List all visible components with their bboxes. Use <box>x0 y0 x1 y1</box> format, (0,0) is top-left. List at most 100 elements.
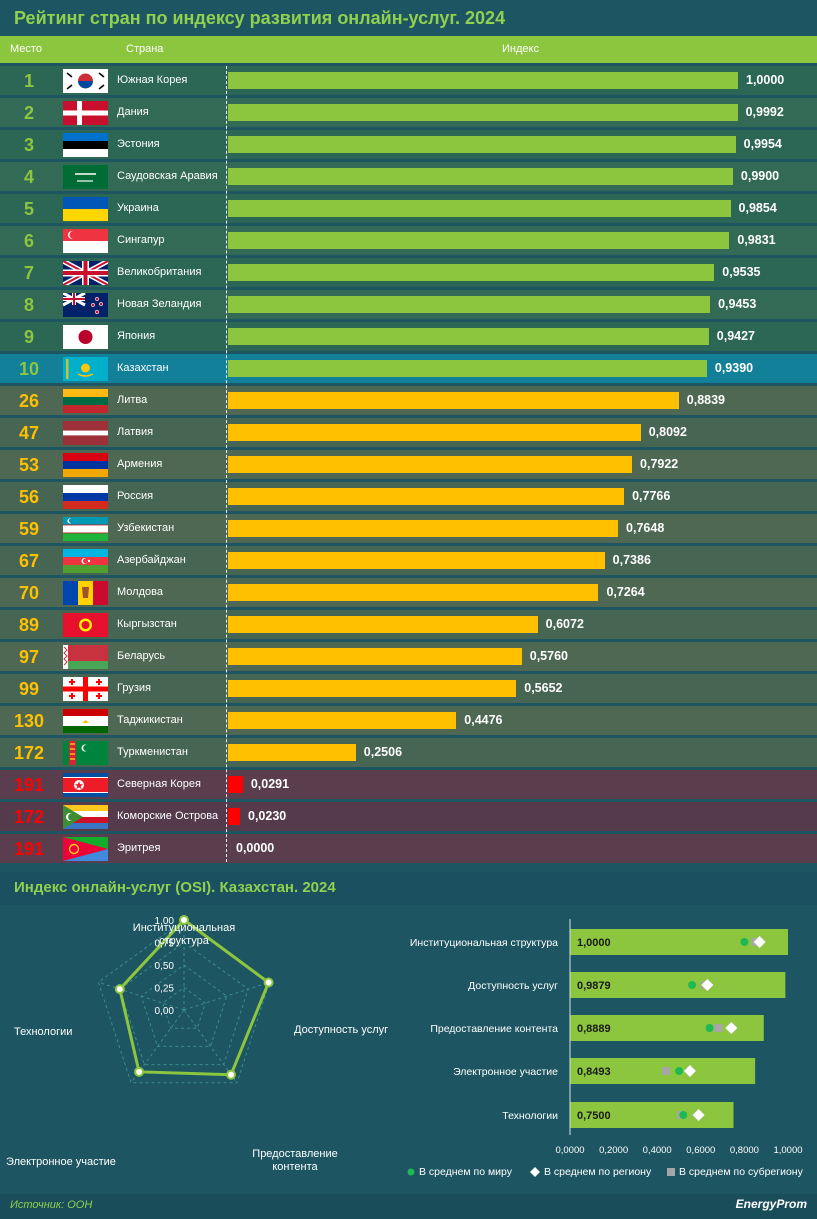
radar-spoke <box>98 981 185 1011</box>
world-marker <box>740 938 749 946</box>
legend-region-swatch <box>530 1167 540 1177</box>
radar-point <box>179 915 189 925</box>
ranking-row: 6 Сингапур 0,9831 <box>0 226 817 255</box>
country-name: Эритрея <box>117 842 161 854</box>
component-category-label: Доступность услуг <box>468 980 558 992</box>
value-bar <box>228 200 731 217</box>
rank-number: 26 <box>18 391 40 411</box>
rank-number: 67 <box>18 551 40 571</box>
value-label: 0,0291 <box>250 777 290 791</box>
radar-tick-label: 1,00 <box>155 916 175 927</box>
header-place: Место <box>10 43 42 55</box>
component-value-label: 1,0000 <box>577 937 611 949</box>
value-bar <box>228 808 240 825</box>
country-name: Литва <box>117 394 148 406</box>
lithuania-flag <box>63 389 108 413</box>
rank-number: 172 <box>13 807 45 827</box>
section2-title: Индекс онлайн-услуг (OSI). Казахстан. 20… <box>14 879 336 896</box>
value-bar <box>228 424 641 441</box>
comoros-flag <box>63 805 108 829</box>
value-bar <box>228 72 738 89</box>
ranking-row: 70 Молдова 0,7264 <box>0 578 817 607</box>
value-label: 0,9900 <box>740 169 780 183</box>
tajikistan-flag <box>63 709 108 733</box>
value-bar <box>228 648 522 665</box>
azerbaijan-flag <box>63 549 108 573</box>
legend-subregion-label: В среднем по субрегиону <box>679 1166 804 1178</box>
turkmenistan-flag <box>63 741 108 765</box>
value-label: 0,7386 <box>612 553 651 567</box>
value-label: 0,2506 <box>363 745 403 759</box>
armenia-flag <box>63 453 108 477</box>
country-name: Грузия <box>117 682 151 694</box>
value-bar <box>228 488 625 505</box>
country-name: Кыргызстан <box>117 618 177 630</box>
rank-number: 99 <box>18 679 40 699</box>
estonia-flag <box>63 133 108 157</box>
country-name: Армения <box>117 458 163 470</box>
country-name: Новая Зеландия <box>117 298 202 310</box>
value-label: 0,9453 <box>718 297 757 311</box>
ranking-row: 5 Украина 0,9854 <box>0 194 817 223</box>
ranking-row: 89 Кыргызстан 0,6072 <box>0 610 817 639</box>
value-bar <box>228 712 457 729</box>
japan-flag <box>63 325 108 349</box>
radar-point <box>114 984 125 995</box>
value-bar <box>228 360 707 377</box>
radar-tick-label: 0,25 <box>155 984 175 995</box>
component-category-label: Технологии <box>502 1110 558 1122</box>
table-header: Место Страна Индекс <box>0 36 817 63</box>
component-category-label: Предоставление контента <box>430 1023 558 1035</box>
value-label: 0,6072 <box>545 617 584 631</box>
world-marker <box>679 1111 688 1119</box>
ranking-row: 191 Эритрея 0,0000 <box>0 834 817 863</box>
ranking-row: 47 Латвия 0,8092 <box>0 418 817 447</box>
moldova-flag <box>63 581 108 605</box>
value-bar <box>228 104 738 121</box>
kyrgyzstan-flag <box>63 613 108 637</box>
value-label: 0,9390 <box>714 361 754 375</box>
eritrea-flag <box>63 837 108 861</box>
country-name: Молдова <box>117 586 163 598</box>
legend-subregion-swatch <box>667 1168 675 1176</box>
rank-number: 97 <box>18 647 40 667</box>
uk-flag <box>63 261 108 285</box>
value-label: 0,9954 <box>743 137 782 151</box>
value-label: 0,5652 <box>524 681 563 695</box>
footer: Источник: ООН EnergyProm <box>0 1194 817 1219</box>
country-name: Казахстан <box>117 362 169 374</box>
radar-grid-ring <box>162 986 206 1029</box>
radar-tick-label: 0,00 <box>155 1006 175 1017</box>
rank-number: 9 <box>23 327 34 347</box>
value-bar <box>228 136 736 153</box>
region-marker <box>692 1108 705 1122</box>
radar-axis-label: Электронное участие <box>6 1156 116 1168</box>
component-value-label: 0,9879 <box>577 980 611 992</box>
component-x-tick: 0,4000 <box>643 1145 672 1156</box>
value-bar <box>228 264 715 281</box>
value-bar <box>228 744 356 761</box>
country-name: Эстония <box>117 138 160 150</box>
country-name: Северная Корея <box>117 778 201 790</box>
component-value-label: 0,8889 <box>577 1023 611 1035</box>
rank-number: 1 <box>23 71 34 91</box>
ranking-row: 59 Узбекистан 0,7648 <box>0 514 817 543</box>
saudi-arabia-flag <box>63 165 108 189</box>
component-bar <box>570 1102 734 1128</box>
value-label: 0,7922 <box>640 457 679 471</box>
radar-grid-ring <box>119 941 249 1066</box>
legend-world-label: В среднем по миру <box>419 1166 513 1178</box>
value-bar <box>228 776 243 793</box>
value-label: 0,7264 <box>606 585 645 599</box>
ranking-row: 97 Беларусь 0,5760 <box>0 642 817 671</box>
value-label: 0,8839 <box>686 393 726 407</box>
value-bar <box>228 392 679 409</box>
rank-number: 191 <box>13 775 45 795</box>
ranking-row: 10 Казахстан 0,9390 <box>0 354 817 383</box>
component-bar-chart: Институциональная структура 1,0000 Доступн… <box>407 919 804 1178</box>
component-category-label: Электронное участие <box>453 1066 558 1078</box>
ranking-row: 53 Армения 0,7922 <box>0 450 817 479</box>
header-country: Страна <box>126 43 164 55</box>
ranking-row: 130 Таджикистан 0,4476 <box>0 706 817 735</box>
value-label: 0,9427 <box>716 329 755 343</box>
